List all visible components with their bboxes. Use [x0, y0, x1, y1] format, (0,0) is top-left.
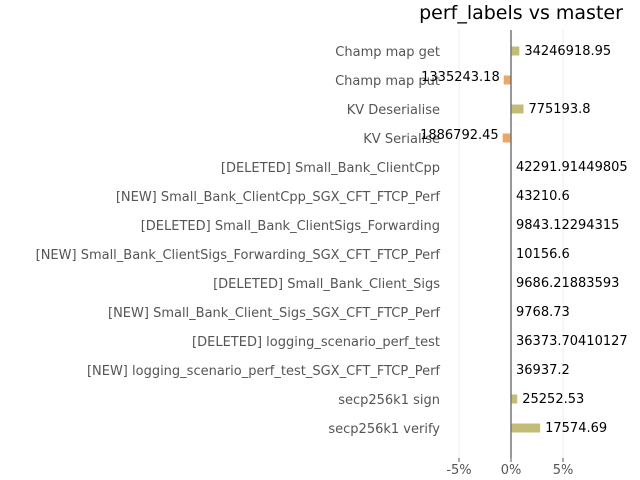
bar-13: [511, 423, 541, 433]
category-label-9: [NEW] Small_Bank_Client_Sigs_SGX_CFT_FTC…: [108, 306, 440, 321]
value-labels: 34246918.95 1335243.18 775193.8 1886792.45 4…: [420, 44, 628, 436]
category-label-7: [NEW] Small_Bank_ClientSigs_Forwarding_S…: [36, 248, 441, 263]
value-label-4: 42291.91449805: [516, 160, 628, 175]
bars-layer: [502, 46, 541, 433]
value-label-9: 9768.73: [516, 305, 570, 320]
category-label-3: KV Serialise: [363, 132, 440, 147]
value-label-8: 9686.21883593: [516, 276, 619, 291]
x-tick-label-1: 0%: [501, 463, 522, 478]
category-label-2: KV Deserialise: [347, 103, 440, 118]
value-label-1: 1335243.18: [421, 70, 500, 85]
x-axis-ticks: -5% 0% 5%: [446, 458, 573, 478]
value-label-3: 1886792.45: [420, 128, 499, 143]
chart-title: perf_labels vs master: [419, 2, 623, 24]
category-label-1: Champ map put: [335, 74, 440, 89]
category-label-11: [NEW] logging_scenario_perf_test_SGX_CFT…: [87, 364, 440, 379]
category-label-13: secp256k1 verify: [328, 422, 440, 437]
category-label-10: [DELETED] logging_scenario_perf_test: [192, 335, 440, 350]
value-label-11: 36937.2: [516, 363, 570, 378]
bar-3: [502, 133, 511, 143]
category-label-0: Champ map get: [335, 45, 440, 60]
value-label-2: 775193.8: [528, 102, 590, 117]
bar-1: [503, 75, 511, 85]
category-label-5: [NEW] Small_Bank_ClientCpp_SGX_CFT_FTCP_…: [116, 190, 441, 205]
value-label-7: 10156.6: [516, 247, 570, 262]
value-label-10: 36373.70410127: [516, 334, 628, 349]
category-label-4: [DELETED] Small_Bank_ClientCpp: [221, 161, 440, 176]
value-label-13: 17574.69: [545, 421, 607, 436]
x-tick-label-0: -5%: [446, 463, 471, 478]
value-label-0: 34246918.95: [524, 44, 611, 59]
category-label-6: [DELETED] Small_Bank_ClientSigs_Forwardi…: [141, 219, 440, 234]
bar-2: [511, 104, 524, 114]
bar-0: [511, 46, 520, 56]
value-label-6: 9843.12294315: [516, 218, 619, 233]
x-tick-label-2: 5%: [553, 463, 574, 478]
category-labels: Champ map get Champ map put KV Deserialise…: [36, 45, 441, 437]
value-label-5: 43210.6: [516, 189, 570, 204]
category-label-8: [DELETED] Small_Bank_Client_Sigs: [213, 277, 440, 292]
bar-12: [511, 394, 518, 404]
category-label-12: secp256k1 sign: [338, 393, 440, 408]
value-label-12: 25252.53: [522, 392, 584, 407]
